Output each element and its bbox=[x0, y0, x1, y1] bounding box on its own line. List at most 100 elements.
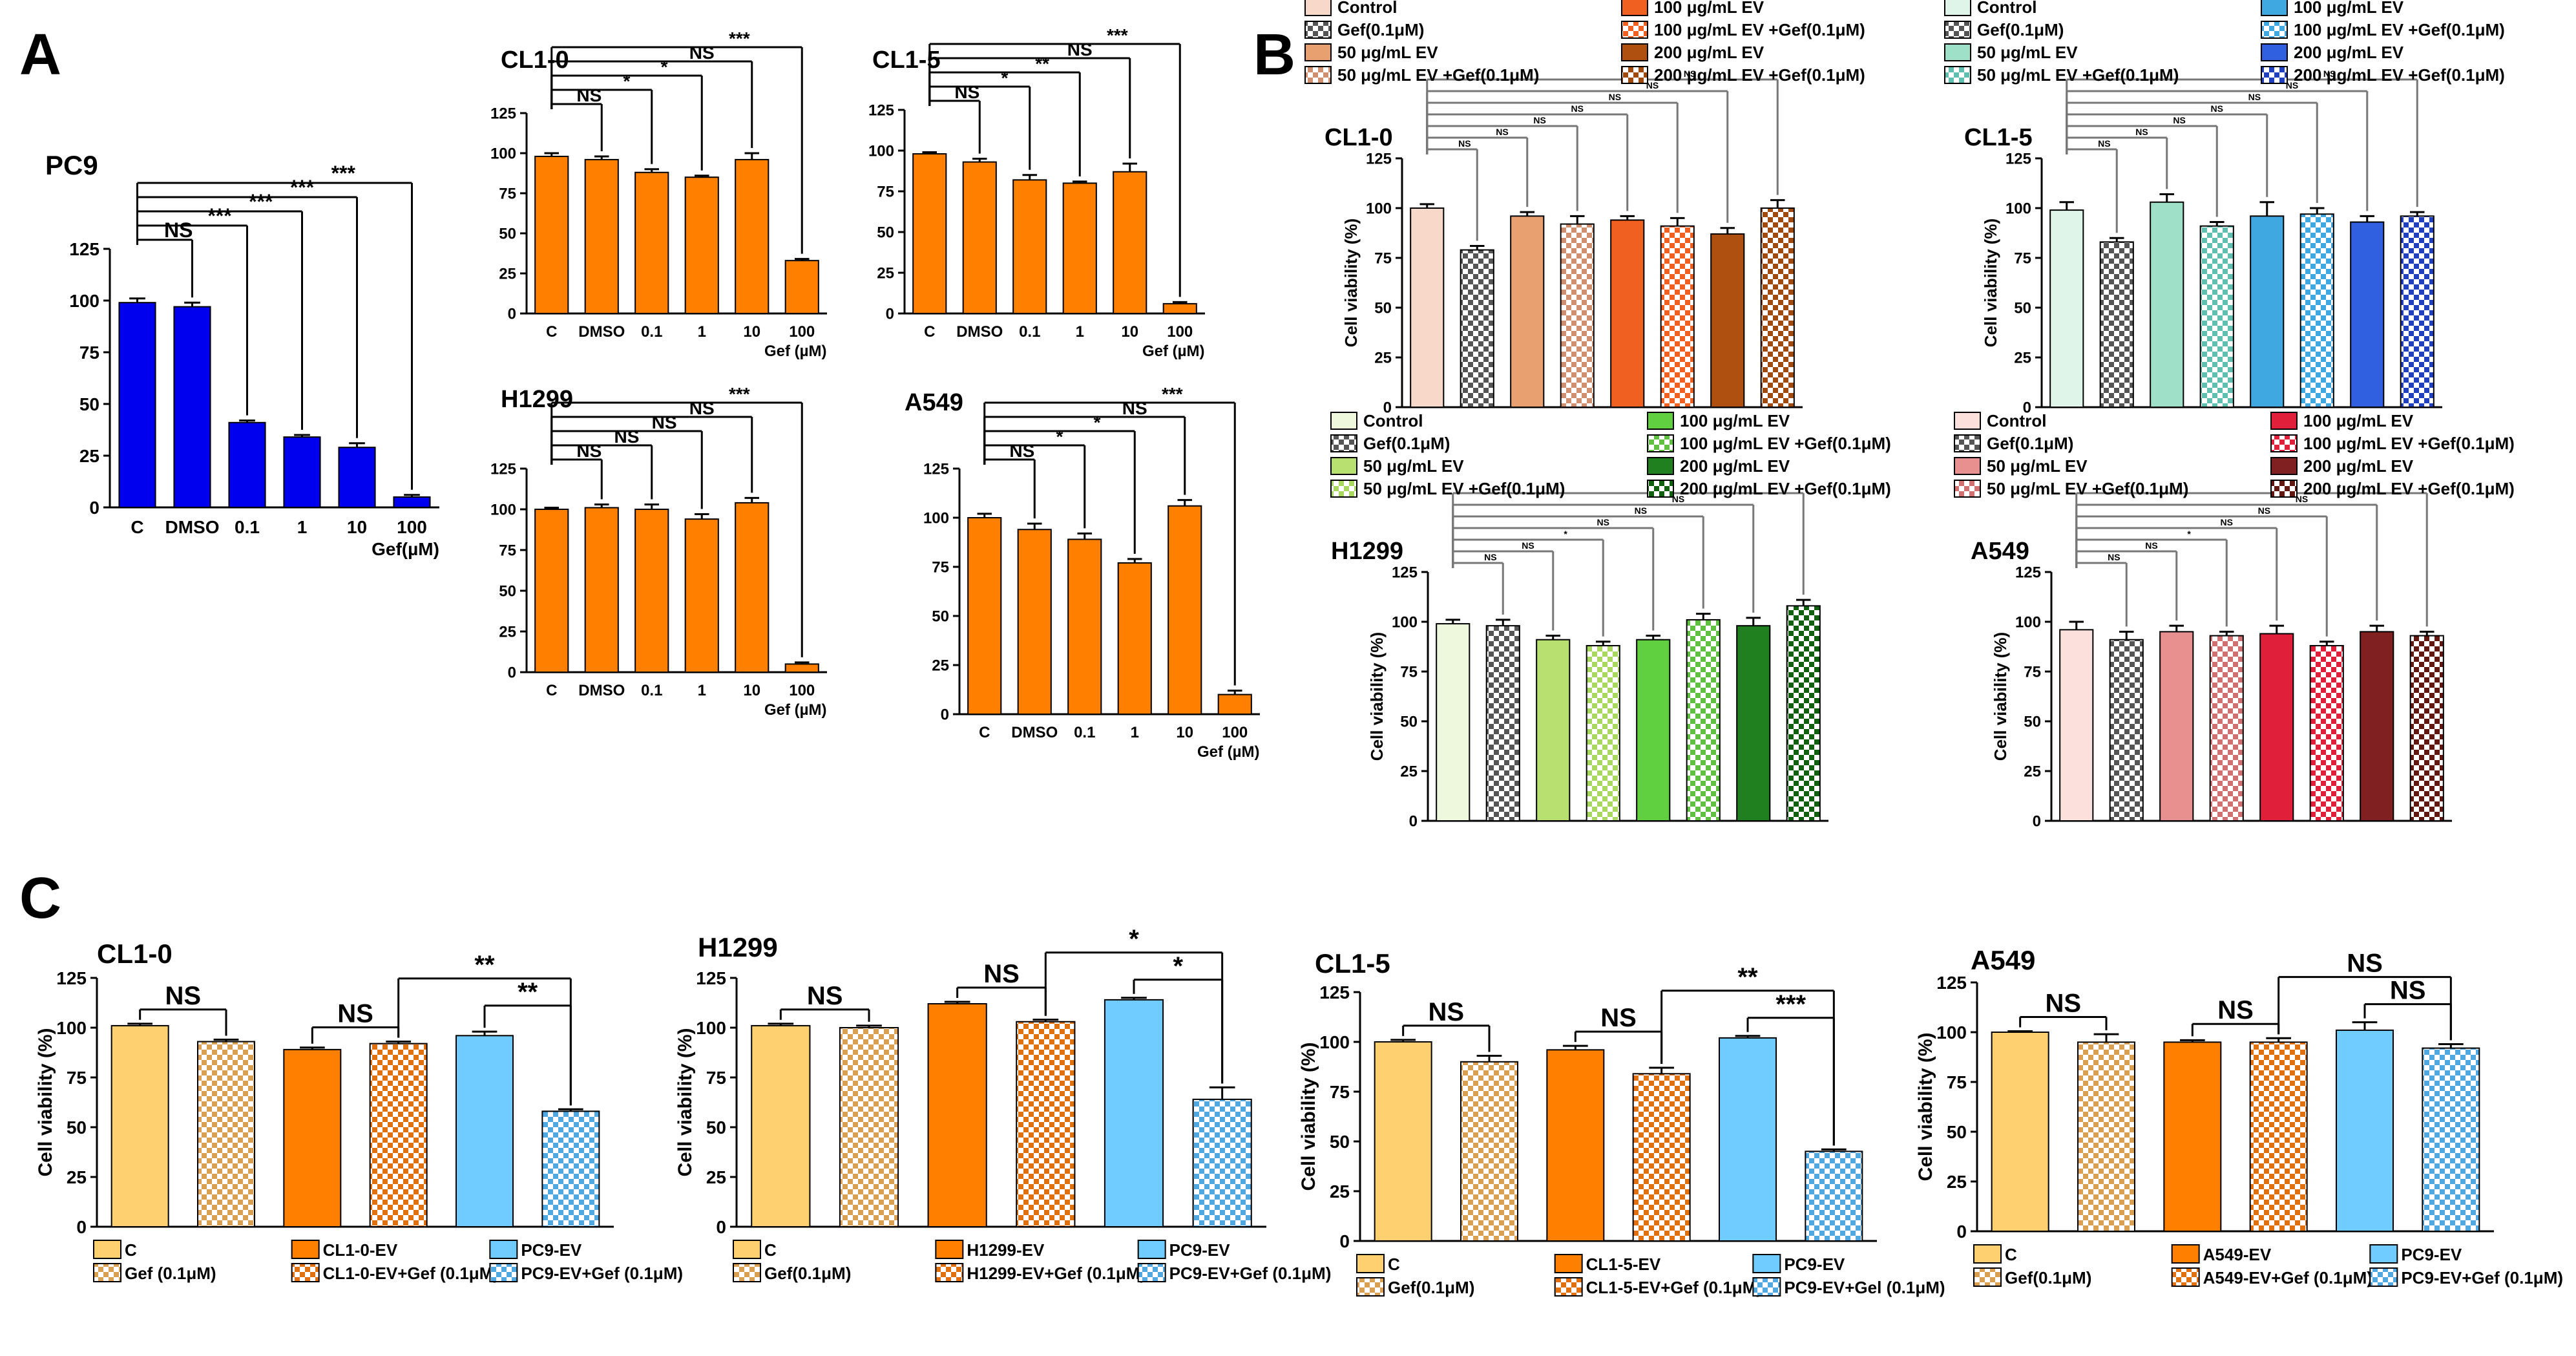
bar bbox=[967, 517, 1002, 715]
bar bbox=[1686, 619, 1721, 821]
x-tick-label: 100 bbox=[789, 682, 815, 699]
legend-label: C bbox=[1388, 1255, 1400, 1274]
bar bbox=[1485, 625, 1520, 821]
chart-a-a549: A549 0 25 50 75 100 125 C DMSO 0.1 1 10 100 Gef (µM) N… bbox=[905, 384, 1260, 761]
sig-label: *** bbox=[729, 384, 750, 404]
bar bbox=[735, 502, 770, 673]
legend-label: 100 μg/mL EV +Gef(0.1μM) bbox=[1654, 20, 1865, 39]
y-axis-label: Cell viability (%) bbox=[1991, 632, 2010, 761]
legend-label: 200 μg/mL EV bbox=[1680, 456, 1790, 476]
bar bbox=[2099, 241, 2134, 408]
y-tick-label: 25 bbox=[877, 264, 894, 282]
x-tick-label: 10 bbox=[1176, 724, 1193, 741]
bar bbox=[962, 161, 997, 314]
bar bbox=[2350, 221, 2385, 408]
x-tick-label: 100 bbox=[789, 323, 815, 341]
y-tick-label: 75 bbox=[2024, 663, 2041, 681]
sig-label: NS bbox=[1672, 494, 1684, 504]
bar bbox=[2049, 209, 2084, 408]
sig-label: NS bbox=[1609, 92, 1621, 102]
legend-label: 50 μg/mL EV +Gef(0.1μM) bbox=[1977, 65, 2179, 85]
legend-swatch bbox=[1752, 1254, 1781, 1273]
chart-title: H1299 bbox=[698, 932, 778, 962]
y-tick-label: 25 bbox=[67, 1167, 87, 1187]
y-tick-label: 100 bbox=[1392, 613, 1418, 631]
chart-c-cl10: CL1-0 0 25 50 75 100 125 Cell viability (%) NS NS… bbox=[35, 938, 683, 1283]
sig-label: *** bbox=[331, 162, 356, 185]
x-tick-label: C bbox=[546, 682, 557, 699]
legend-label: PC9-EV+Gef (0.1μM) bbox=[2401, 1268, 2563, 1287]
legend-label: 100 μg/mL EV +Gef(0.1μM) bbox=[1680, 434, 1891, 453]
y-tick-label: 75 bbox=[706, 1068, 726, 1088]
legend-swatch bbox=[2270, 434, 2298, 452]
legend-swatch bbox=[733, 1263, 761, 1282]
legend-label: 200 μg/mL EV +Gef(0.1μM) bbox=[1654, 65, 1865, 85]
chart-a-cl10: CL1-0 0 25 50 75 100 125 C DMSO 0.1 1 10 100 Gef (µM)… bbox=[490, 28, 827, 360]
x-tick-label: C bbox=[131, 517, 143, 537]
y-tick-label: 100 bbox=[490, 145, 516, 162]
y-tick-label: 50 bbox=[706, 1118, 726, 1138]
sig-label: *** bbox=[290, 176, 315, 199]
sig-label: NS bbox=[2296, 494, 2308, 504]
y-tick-label: 100 bbox=[1319, 1032, 1350, 1052]
legend-swatch bbox=[1752, 1277, 1781, 1297]
legend-swatch bbox=[2369, 1267, 2398, 1287]
sig-label: NS bbox=[689, 398, 715, 418]
legend-label: PC9-EV bbox=[1784, 1255, 1845, 1274]
y-axis-label: Cell viability (%) bbox=[1915, 1032, 1936, 1181]
bar bbox=[634, 171, 669, 315]
legend-swatch bbox=[1137, 1240, 1166, 1259]
legend-swatch bbox=[733, 1240, 761, 1259]
sig-label: ** bbox=[474, 951, 495, 979]
legend-label: Control bbox=[1977, 0, 2037, 17]
legend-swatch bbox=[1944, 21, 1971, 39]
sig-label: NS bbox=[1597, 517, 1609, 527]
sig-label: ** bbox=[518, 978, 538, 1006]
legend-swatch bbox=[2270, 457, 2298, 475]
y-tick-label: 25 bbox=[2014, 349, 2031, 366]
sig-label: *** bbox=[729, 28, 750, 48]
legend-label: 100 μg/mL EV bbox=[1680, 411, 1790, 430]
chart-title: A549 bbox=[905, 389, 963, 416]
chart-b-cl15: CL1-5 0 25 50 75 100 125 Cell viability (%) NS NS… bbox=[1944, 0, 2505, 416]
y-tick-label: 25 bbox=[1374, 349, 1392, 366]
bar bbox=[1636, 639, 1671, 821]
y-tick-label: 0 bbox=[886, 305, 894, 323]
sig-label: NS bbox=[614, 427, 640, 447]
legend-label: PC9-EV bbox=[521, 1240, 582, 1260]
bar bbox=[584, 507, 619, 673]
legend-swatch bbox=[2261, 66, 2288, 84]
bar bbox=[283, 436, 321, 509]
y-tick-label: 25 bbox=[706, 1167, 726, 1187]
legend-label: CL1-0-EV bbox=[323, 1240, 398, 1260]
y-tick-label: 100 bbox=[868, 142, 894, 160]
bar bbox=[1805, 1150, 1863, 1242]
x-tick-label: 100 bbox=[397, 517, 427, 537]
chart-title: CL1-0 bbox=[97, 938, 173, 969]
legend-label: Gef (0.1μM) bbox=[125, 1264, 216, 1283]
y-tick-label: 75 bbox=[932, 558, 949, 576]
x-tick-label: DMSO bbox=[1011, 724, 1058, 741]
y-tick-label: 75 bbox=[67, 1068, 87, 1088]
sig-label: *** bbox=[207, 204, 232, 228]
legend-swatch bbox=[1621, 0, 1648, 16]
bar bbox=[1117, 562, 1152, 715]
legend-label: Gef(0.1μM) bbox=[1337, 20, 1424, 39]
bar bbox=[1460, 249, 1494, 408]
sig-label: NS bbox=[689, 43, 715, 63]
legend-label: 100 μg/mL EV bbox=[2294, 0, 2404, 17]
legend-swatch bbox=[1330, 480, 1357, 498]
sig-label: ** bbox=[1035, 54, 1049, 74]
sig-label: * bbox=[661, 57, 668, 77]
bar bbox=[1192, 1098, 1252, 1227]
legend-label: CL1-0-EV+Gef (0.1μM) bbox=[323, 1264, 499, 1283]
sig-label: NS bbox=[1533, 115, 1545, 125]
legend-swatch bbox=[1647, 434, 1674, 452]
y-tick-label: 0 bbox=[508, 664, 516, 681]
chart-c-cl15: CL1-5 0 25 50 75 100 125 Cell viability (%) NS NS… bbox=[1298, 948, 1945, 1297]
legend-swatch bbox=[1330, 434, 1357, 452]
y-tick-label: 75 bbox=[877, 183, 894, 200]
sig-label: NS bbox=[2135, 127, 2148, 137]
